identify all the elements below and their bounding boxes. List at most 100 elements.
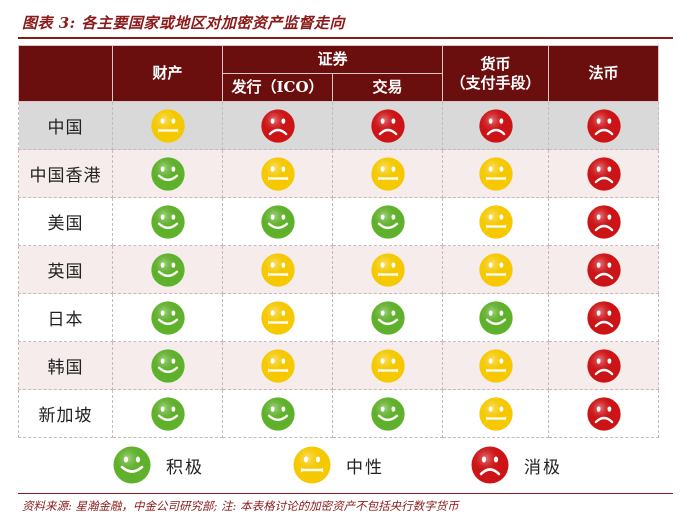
legend-neutral-label: 中性 (346, 457, 384, 478)
country-name: 中国香港 (18, 149, 113, 198)
frown-face-icon (586, 156, 622, 192)
frown-face-icon (586, 204, 622, 240)
status-cell (331, 245, 444, 294)
header-legal-tender: 法币 (548, 45, 660, 102)
smiley-face-icon (260, 204, 296, 240)
status-cell (112, 149, 223, 198)
country-name: 美国 (18, 197, 113, 246)
status-cell (331, 341, 444, 390)
smiley-face-icon (112, 445, 152, 485)
status-cell (112, 293, 223, 342)
header-trading: 交易 (331, 73, 444, 102)
status-cell (222, 341, 333, 390)
neutral-face-icon (150, 108, 186, 144)
status-cell (112, 101, 223, 150)
neutral-face-icon (370, 156, 406, 192)
country-name: 英国 (18, 245, 113, 294)
smiley-face-icon (150, 300, 186, 336)
frown-face-icon (586, 348, 622, 384)
neutral-face-icon (370, 348, 406, 384)
status-cell (548, 293, 660, 342)
header-securities: 证券 (221, 45, 444, 74)
legend: 积极 中性 消极 (0, 440, 691, 490)
neutral-face-icon (370, 252, 406, 288)
smiley-face-icon (370, 396, 406, 432)
status-cell (222, 197, 333, 246)
status-cell (222, 293, 333, 342)
table-row: 新加坡 (18, 389, 660, 438)
neutral-face-icon (260, 348, 296, 384)
figure-title: 图表 3: 各主要国家或地区对加密资产监督走向 (22, 14, 345, 32)
status-cell (442, 389, 550, 438)
legend-positive: 积极 (112, 445, 204, 485)
frown-face-icon (470, 445, 510, 485)
status-cell (442, 197, 550, 246)
smiley-face-icon (370, 204, 406, 240)
smiley-face-icon (150, 204, 186, 240)
neutral-face-icon (478, 348, 514, 384)
status-cell (442, 341, 550, 390)
smiley-face-icon (150, 252, 186, 288)
status-cell (331, 293, 444, 342)
status-cell (331, 197, 444, 246)
frown-face-icon (370, 108, 406, 144)
country-name: 日本 (18, 293, 113, 342)
country-name: 韩国 (18, 341, 113, 390)
frown-face-icon (586, 108, 622, 144)
status-cell (112, 245, 223, 294)
header-currency: 货币 （支付手段） (442, 45, 550, 102)
smiley-face-icon (150, 348, 186, 384)
status-cell (222, 149, 333, 198)
header-issuance: 发行（ICO） (222, 73, 333, 102)
regulation-table: 财产 证券 货币 （支付手段） 法币 发行（ICO） 交易 中国 中国香港 美国 英国… (18, 45, 660, 438)
status-cell (331, 389, 444, 438)
footer-rule (18, 493, 673, 494)
table-body: 中国 中国香港 美国 英国 日本 韩国 新加坡 (18, 101, 660, 438)
legend-negative-label: 消极 (524, 457, 562, 478)
neutral-face-icon (478, 204, 514, 240)
legend-positive-label: 积极 (166, 457, 204, 478)
country-name: 新加坡 (18, 389, 113, 438)
smiley-face-icon (150, 156, 186, 192)
neutral-face-icon (478, 156, 514, 192)
neutral-face-icon (478, 396, 514, 432)
status-cell (222, 245, 333, 294)
status-cell (548, 341, 660, 390)
status-cell (222, 389, 333, 438)
title-rule (18, 37, 673, 39)
frown-face-icon (478, 108, 514, 144)
status-cell (112, 341, 223, 390)
smiley-face-icon (260, 396, 296, 432)
frown-face-icon (260, 108, 296, 144)
status-cell (548, 101, 660, 150)
header-corner (18, 45, 113, 102)
table-row: 美国 (18, 197, 660, 246)
smiley-face-icon (150, 396, 186, 432)
table-row: 日本 (18, 293, 660, 342)
smiley-face-icon (370, 300, 406, 336)
table-row: 英国 (18, 245, 660, 294)
status-cell (222, 101, 333, 150)
status-cell (548, 197, 660, 246)
table-row: 中国 (18, 101, 660, 150)
status-cell (112, 389, 223, 438)
frown-face-icon (586, 252, 622, 288)
frown-face-icon (586, 300, 622, 336)
table-row: 韩国 (18, 341, 660, 390)
status-cell (442, 101, 550, 150)
status-cell (548, 149, 660, 198)
legend-negative: 消极 (470, 445, 562, 485)
neutral-face-icon (478, 252, 514, 288)
status-cell (442, 293, 550, 342)
header-currency-line2: （支付手段） (450, 73, 541, 92)
status-cell (442, 149, 550, 198)
status-cell (548, 389, 660, 438)
neutral-face-icon (260, 156, 296, 192)
legend-neutral: 中性 (292, 445, 384, 485)
frown-face-icon (586, 396, 622, 432)
smiley-face-icon (478, 300, 514, 336)
status-cell (112, 197, 223, 246)
neutral-face-icon (260, 300, 296, 336)
status-cell (442, 245, 550, 294)
status-cell (548, 245, 660, 294)
